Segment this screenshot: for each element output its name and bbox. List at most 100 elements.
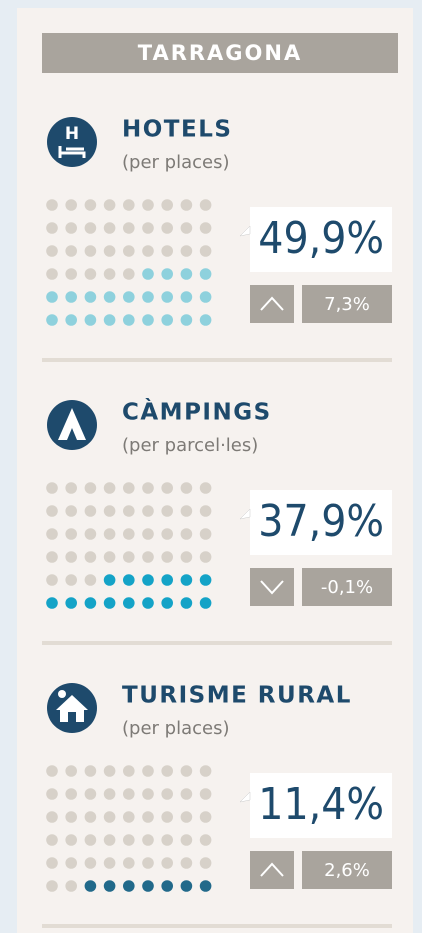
dot [84, 268, 97, 280]
dot [65, 482, 77, 494]
trend-arrow [260, 296, 284, 311]
dot [103, 482, 116, 494]
dot [180, 811, 193, 823]
dot [46, 314, 58, 326]
dot [180, 291, 193, 303]
dot [84, 857, 97, 869]
dot [180, 268, 193, 280]
section-title: TURISME RURAL [122, 683, 352, 709]
section-title: HOTELS [122, 117, 232, 143]
dot [103, 314, 116, 326]
dot [103, 788, 116, 800]
dot [142, 482, 154, 494]
dot [84, 291, 97, 303]
dot [65, 788, 77, 800]
dot [103, 528, 116, 540]
dot [65, 528, 77, 540]
dot [46, 597, 58, 609]
dot [123, 574, 135, 586]
dot [180, 482, 193, 494]
dot [180, 834, 193, 846]
rural-icon [47, 683, 97, 733]
dot [199, 880, 212, 892]
dot [199, 314, 212, 326]
dot [65, 574, 77, 586]
dot [123, 314, 135, 326]
dot [142, 268, 154, 280]
dot [103, 880, 116, 892]
share-value: 37,9% [258, 496, 384, 547]
dot [199, 528, 212, 540]
dot [180, 199, 193, 211]
dot [84, 597, 97, 609]
dot [199, 199, 212, 211]
dot [142, 199, 154, 211]
dot [103, 574, 116, 586]
dot [103, 505, 116, 517]
trend-arrow [260, 580, 284, 595]
dot [161, 199, 173, 211]
dot [180, 222, 193, 234]
dot [103, 857, 116, 869]
dot [142, 222, 154, 234]
dot [84, 811, 97, 823]
header-title: TARRAGONA [138, 41, 302, 65]
section-title: CÀMPINGS [122, 398, 272, 426]
dot [142, 574, 154, 586]
svg-text:H: H [65, 124, 79, 144]
dot [161, 505, 173, 517]
dot [161, 811, 173, 823]
dot [46, 857, 58, 869]
dot [142, 551, 154, 563]
dot [84, 551, 97, 563]
section-subtitle: (per parcel·les) [122, 435, 258, 456]
dot [65, 291, 77, 303]
dot [123, 834, 135, 846]
dot [142, 811, 154, 823]
dot [65, 505, 77, 517]
dot [161, 574, 173, 586]
dot [142, 291, 154, 303]
dot [123, 199, 135, 211]
change-box [302, 851, 392, 889]
dot [84, 880, 97, 892]
dot [84, 245, 97, 257]
dot [46, 574, 58, 586]
dot [180, 314, 193, 326]
dot [199, 811, 212, 823]
section-subtitle: (per places) [122, 152, 229, 173]
dot [84, 765, 97, 777]
camping-icon [47, 400, 97, 450]
dot [161, 314, 173, 326]
share-value: 11,4% [258, 779, 384, 830]
dot [65, 857, 77, 869]
dot [65, 314, 77, 326]
dot [123, 222, 135, 234]
dot [103, 245, 116, 257]
dot [123, 788, 135, 800]
dot [65, 199, 77, 211]
dot [123, 551, 135, 563]
dot [142, 857, 154, 869]
dot [46, 268, 58, 280]
dot [46, 245, 58, 257]
dot [123, 811, 135, 823]
dot [123, 857, 135, 869]
dot [65, 222, 77, 234]
dot [180, 788, 193, 800]
dot [123, 291, 135, 303]
dot [199, 834, 212, 846]
dot [84, 222, 97, 234]
share-box [250, 490, 392, 555]
dot [84, 834, 97, 846]
dot [161, 765, 173, 777]
dot [199, 222, 212, 234]
dot [142, 245, 154, 257]
dot [180, 880, 193, 892]
dot [161, 268, 173, 280]
change-value: 7,3% [324, 294, 370, 315]
dot [142, 314, 154, 326]
dot [65, 245, 77, 257]
dot [180, 551, 193, 563]
dot [123, 505, 135, 517]
